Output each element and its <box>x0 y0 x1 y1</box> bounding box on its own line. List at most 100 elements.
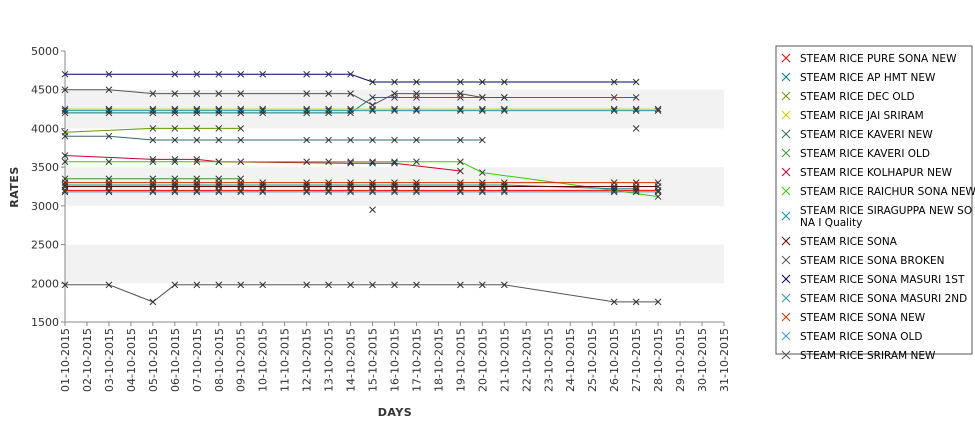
data-point <box>632 179 640 186</box>
x-tick-label: 09-10-2015 <box>235 328 248 392</box>
marker-stroke <box>457 188 464 196</box>
marker-stroke <box>347 179 354 186</box>
x-tick-label: 03-10-2015 <box>103 328 116 392</box>
marker-stroke <box>369 101 376 109</box>
x-tick-label: 01-10-2015 <box>59 328 72 392</box>
data-point <box>61 281 69 289</box>
data-point <box>105 107 113 114</box>
marker-stroke <box>237 107 245 114</box>
data-point <box>325 90 332 97</box>
data-point <box>193 281 201 289</box>
data-point <box>325 158 332 166</box>
data-point <box>215 158 223 166</box>
data-point <box>325 281 332 289</box>
data-point <box>61 86 69 94</box>
legend-label: STEAM RICE SONA <box>800 236 898 248</box>
marker-stroke <box>325 136 332 144</box>
legend-item-0: STEAM RICE PURE SONA NEW <box>781 53 957 65</box>
marker-stroke <box>347 70 354 78</box>
marker-stroke <box>61 188 69 196</box>
data-point <box>610 78 618 86</box>
x-tick-label: 30-10-2015 <box>696 328 709 392</box>
x-tick-label: 21-10-2015 <box>498 328 511 392</box>
series-7 <box>61 158 662 200</box>
marker-stroke <box>237 188 245 196</box>
data-point <box>171 179 179 186</box>
legend-item-5: STEAM RICE KAVERI OLD <box>781 148 930 160</box>
data-point <box>325 136 332 144</box>
x-tick-label: 13-10-2015 <box>323 328 336 392</box>
data-point <box>632 188 640 196</box>
x-tick-label: 26-10-2015 <box>608 328 621 392</box>
data-point <box>259 188 267 196</box>
data-point <box>237 136 245 144</box>
legend-item-14: STEAM RICE SONA OLD <box>781 331 923 343</box>
marker-stroke <box>237 125 245 132</box>
data-point <box>457 281 464 289</box>
data-point <box>610 179 618 186</box>
series-layer <box>61 70 662 306</box>
marker-stroke <box>215 70 223 78</box>
data-point <box>149 90 157 97</box>
data-point <box>457 179 464 186</box>
legend-item-11: STEAM RICE SONA MASURI 1ST <box>781 274 965 286</box>
marker-stroke <box>391 158 398 166</box>
marker-stroke <box>479 107 486 114</box>
data-point <box>193 90 201 97</box>
data-point <box>149 136 157 144</box>
data-point <box>610 94 618 101</box>
legend-item-10: STEAM RICE SONA BROKEN <box>781 255 944 267</box>
marker-stroke <box>237 136 245 144</box>
marker-stroke <box>391 188 398 196</box>
legend-swatch <box>781 72 791 82</box>
data-point <box>369 107 376 114</box>
marker-stroke <box>259 188 267 196</box>
data-point <box>479 188 486 196</box>
marker-stroke <box>193 70 201 78</box>
legend-swatch <box>781 148 791 158</box>
x-tick-label: 06-10-2015 <box>169 328 182 392</box>
marker-stroke <box>237 90 245 97</box>
x-tick-label: 14-10-2015 <box>345 328 358 392</box>
x-tick-label: 25-10-2015 <box>586 328 599 392</box>
marker-stroke <box>171 158 179 166</box>
marker-stroke <box>500 188 508 196</box>
data-point <box>303 136 310 144</box>
data-point <box>303 70 310 78</box>
marker-stroke <box>610 107 618 114</box>
data-point <box>171 158 179 166</box>
marker-stroke <box>61 179 69 186</box>
marker-stroke <box>303 281 310 289</box>
legend-label: STEAM RICE KOLHAPUR NEW <box>800 167 953 179</box>
data-point <box>479 107 486 114</box>
data-point <box>325 107 332 114</box>
legend-swatch <box>781 312 791 322</box>
marker-stroke <box>369 179 376 186</box>
data-point <box>325 188 332 196</box>
marker-stroke <box>500 94 508 101</box>
series-2 <box>61 125 245 136</box>
data-point <box>325 179 332 186</box>
marker-stroke <box>347 136 354 144</box>
data-point <box>413 188 420 196</box>
y-tick-label: 3000 <box>31 200 59 213</box>
data-point <box>654 179 662 186</box>
legend-label: STEAM RICE AP HMT NEW <box>800 72 936 84</box>
marker-stroke <box>193 125 201 132</box>
marker-stroke <box>325 158 332 166</box>
data-point <box>237 281 245 289</box>
data-point <box>105 86 113 94</box>
data-point <box>325 70 332 78</box>
data-point <box>193 179 201 186</box>
data-point <box>171 188 179 196</box>
marker-stroke <box>149 298 157 306</box>
legend-swatch <box>781 293 791 303</box>
marker-stroke <box>171 107 179 114</box>
data-point <box>149 298 157 306</box>
data-point <box>215 70 223 78</box>
marker-stroke <box>413 78 420 86</box>
legend: STEAM RICE PURE SONA NEW STEAM RICE AP HM… <box>775 45 975 362</box>
legend-label: STEAM RICE SONA BROKEN <box>800 255 944 267</box>
data-point <box>149 125 157 132</box>
marker-stroke <box>413 107 420 114</box>
